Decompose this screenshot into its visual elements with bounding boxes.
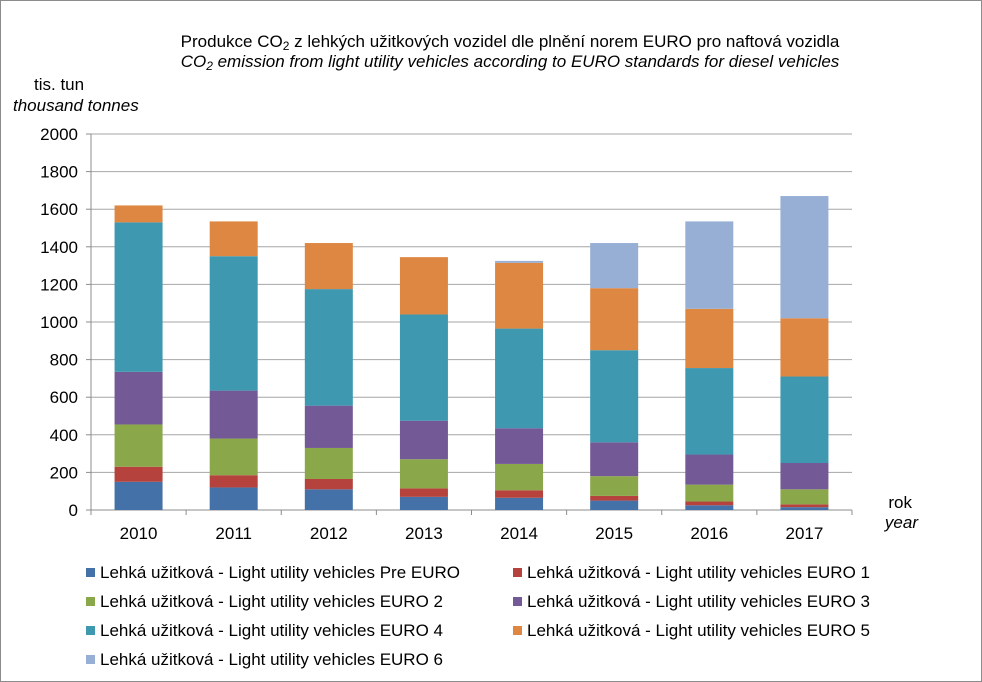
legend-swatch (513, 568, 522, 577)
legend-swatch (86, 655, 95, 664)
bar-2015-series-1 (590, 495, 639, 501)
y-axis-label-cz: tis. tun (34, 75, 85, 94)
bar-2014-series-1 (495, 490, 544, 498)
legend-swatch (86, 568, 95, 577)
bar-2015-series-0 (590, 500, 639, 510)
x-tick-label: 2016 (690, 524, 728, 543)
legend-label: Lehká užitková - Light utility vehicles … (100, 621, 443, 640)
bar-2013-series-4 (399, 314, 448, 421)
bar-2012-series-4 (304, 289, 353, 406)
x-tick-label: 2015 (595, 524, 633, 543)
chart-title-cz: Produkce CO2 z lehkých užitkových vozide… (180, 32, 840, 53)
legend-label: Lehká užitková - Light utility vehicles … (100, 650, 443, 669)
bar-2017-series-5 (780, 318, 829, 377)
bar-2010-series-0 (114, 481, 163, 510)
legend-item: Lehká užitková - Light utility vehicles … (513, 591, 870, 613)
bar-2015-series-3 (590, 442, 639, 477)
x-tick-label: 2017 (786, 524, 824, 543)
y-tick-label: 1600 (40, 200, 78, 219)
y-tick-label: 800 (50, 351, 78, 370)
y-tick-label: 2000 (40, 125, 78, 144)
x-tick-label: 2010 (120, 524, 158, 543)
bar-2017-series-2 (780, 489, 829, 505)
y-tick-label: 0 (69, 501, 78, 520)
legend-swatch (86, 597, 95, 606)
y-tick-label: 1400 (40, 238, 78, 257)
bar-2012-series-1 (304, 478, 353, 490)
bar-2017-series-6 (780, 196, 829, 319)
bar-2017-series-4 (780, 376, 829, 463)
y-tick-label: 600 (50, 388, 78, 407)
bar-2010-series-5 (114, 205, 163, 223)
bar-2010-series-1 (114, 466, 163, 482)
legend-item: Lehká užitková - Light utility vehicles … (86, 562, 460, 584)
bar-2010-series-2 (114, 424, 163, 467)
x-tick-label: 2011 (215, 524, 252, 543)
y-tick-label: 200 (50, 463, 78, 482)
bar-2016-series-4 (685, 368, 734, 455)
legend-label: Lehká užitková - Light utility vehicles … (527, 592, 870, 611)
legend-label: Lehká užitková - Light utility vehicles … (527, 563, 870, 582)
bar-2011-series-1 (209, 475, 258, 488)
bar-2014-series-2 (495, 463, 544, 491)
bar-2016-series-5 (685, 308, 734, 369)
bar-2013-series-5 (399, 257, 448, 315)
bar-2016-series-2 (685, 484, 734, 502)
bar-2014-series-3 (495, 428, 544, 464)
y-tick-label: 1200 (40, 275, 78, 294)
x-tick-label: 2012 (310, 524, 348, 543)
legend-item: Lehká užitková - Light utility vehicles … (86, 591, 443, 613)
x-tick-label: 2013 (405, 524, 443, 543)
y-tick-label: 400 (50, 426, 78, 445)
bar-2017-series-1 (780, 504, 829, 508)
legend-label: Lehká užitková - Light utility vehicles … (100, 563, 460, 582)
bar-2013-series-2 (399, 459, 448, 489)
bar-2016-series-1 (685, 501, 734, 506)
bar-2017-series-3 (780, 463, 829, 490)
bar-2012-series-2 (304, 447, 353, 479)
legend-swatch (86, 626, 95, 635)
y-tick-label: 1000 (40, 313, 78, 332)
bar-2015-series-5 (590, 288, 639, 351)
legend-item: Lehká užitková - Light utility vehicles … (86, 620, 443, 642)
chart-plot: 0 200 400 600 800 1000 1200 1400 1600 1800 2000 201… (40, 125, 853, 543)
bar-2014-series-6 (495, 260, 544, 263)
bar-2014-series-4 (495, 328, 544, 429)
bar-2014-series-0 (495, 497, 544, 510)
bar-2013-series-1 (399, 488, 448, 497)
bar-2010-series-3 (114, 371, 163, 425)
legend-label: Lehká užitková - Light utility vehicles … (100, 592, 443, 611)
bar-2012-series-0 (304, 489, 353, 510)
bar-2014-series-5 (495, 262, 544, 329)
bar-2011-series-4 (209, 256, 258, 391)
bar-2013-series-3 (399, 420, 448, 460)
legend-item: Lehká užitková - Light utility vehicles … (86, 649, 443, 671)
bar-2012-series-3 (304, 405, 353, 448)
y-axis-label-en: thousand tonnes (13, 96, 139, 115)
bar-2016-series-3 (685, 454, 734, 485)
bar-2011-series-3 (209, 390, 258, 439)
bar-2016-series-6 (685, 221, 734, 309)
bar-2015-series-4 (590, 350, 639, 443)
legend-item: Lehká užitková - Light utility vehicles … (513, 562, 870, 584)
x-axis-label-cz: rok (888, 493, 912, 512)
bar-2013-series-0 (399, 496, 448, 510)
bar-2011-series-2 (209, 438, 258, 476)
legend-item: Lehká užitková - Light utility vehicles … (513, 620, 870, 642)
bar-2015-series-2 (590, 476, 639, 496)
x-axis-label-en: year (884, 513, 918, 532)
bar-2016-series-0 (685, 505, 734, 510)
bar-2011-series-0 (209, 487, 258, 510)
bar-2012-series-5 (304, 243, 353, 290)
chart-title-en: CO2 emission from light utility vehicles… (180, 52, 840, 73)
bar-2011-series-5 (209, 221, 258, 257)
x-tick-label: 2014 (500, 524, 538, 543)
legend-label: Lehká užitková - Light utility vehicles … (527, 621, 870, 640)
legend-swatch (513, 626, 522, 635)
legend-swatch (513, 597, 522, 606)
bar-2015-series-6 (590, 243, 639, 289)
y-tick-label: 1800 (40, 163, 78, 182)
bar-2010-series-4 (114, 222, 163, 372)
bar-2017-series-0 (780, 507, 829, 510)
